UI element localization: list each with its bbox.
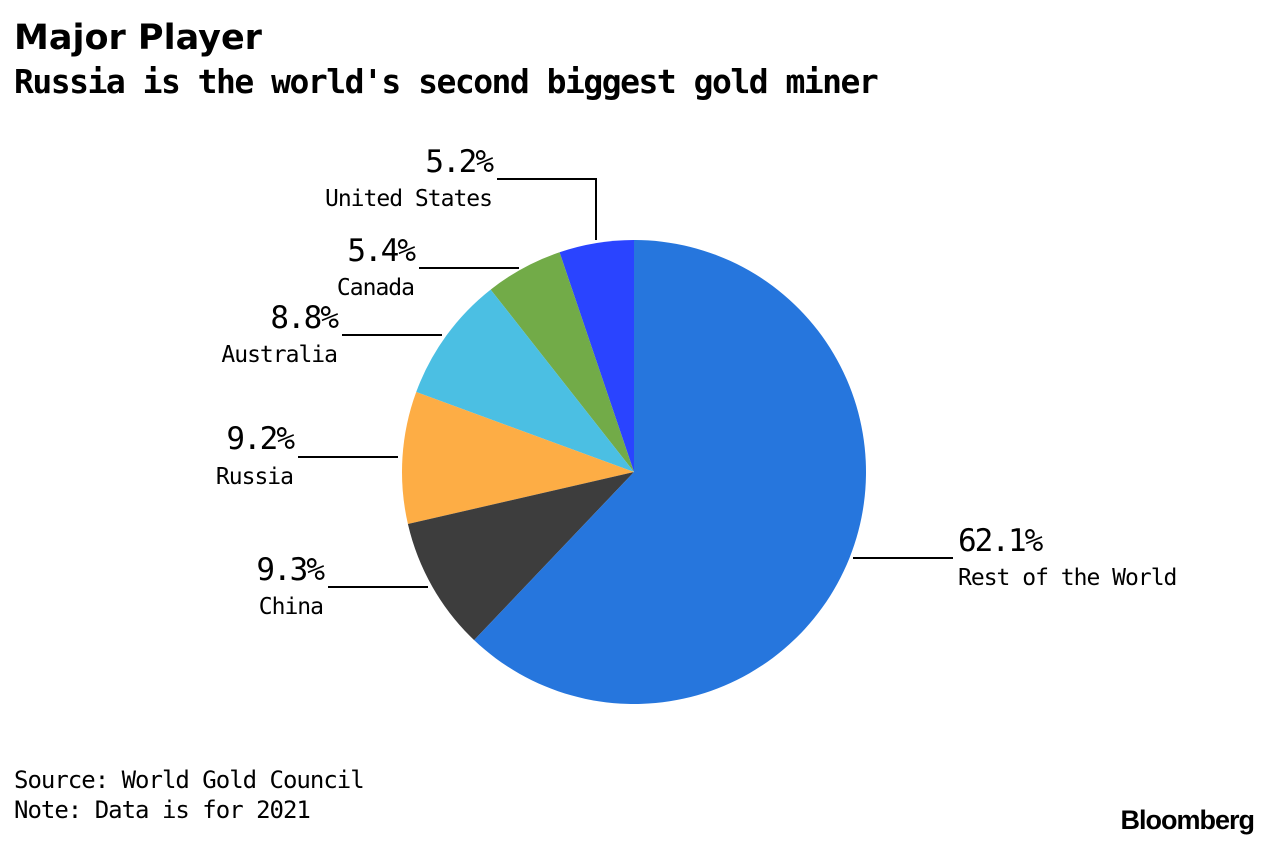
leader-line-united-states <box>497 178 597 240</box>
pie-slice-china <box>407 472 634 641</box>
source-note: Source: World Gold Council <box>14 766 365 794</box>
category-label-united-states: United States <box>325 186 492 212</box>
chart-title: Major Player <box>14 18 262 58</box>
bloomberg-logo: Bloomberg <box>1120 805 1255 835</box>
value-label-china: 9.3% <box>256 552 325 588</box>
value-label-rest-of-the-world: 62.1% <box>958 523 1044 559</box>
value-label-australia: 8.8% <box>270 300 339 336</box>
value-label-united-states: 5.2% <box>425 144 494 180</box>
pie-slice-united-states <box>559 240 634 472</box>
category-label-china: China <box>259 594 323 620</box>
value-label-russia: 9.2% <box>226 421 295 457</box>
data-note: Note: Data is for 2021 <box>14 796 311 824</box>
pie-slice-canada <box>490 252 634 472</box>
category-label-canada: Canada <box>337 275 414 301</box>
category-label-australia: Australia <box>221 342 337 368</box>
value-label-canada: 5.4% <box>347 233 416 269</box>
chart-subtitle: Russia is the world's second biggest gol… <box>14 62 879 101</box>
pie-slice-rest-of-the-world <box>474 240 866 704</box>
pie-slice-russia <box>402 392 634 525</box>
category-label-russia: Russia <box>216 464 293 490</box>
pie-slice-australia <box>416 289 634 472</box>
category-label-rest-of-the-world: Rest of the World <box>958 565 1176 591</box>
